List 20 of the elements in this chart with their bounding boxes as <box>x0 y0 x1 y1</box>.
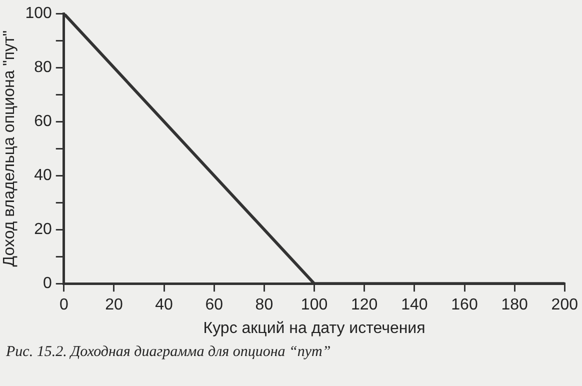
x-axis-title: Курс акций на дату истечения <box>203 320 426 337</box>
y-tick-label: 60 <box>34 113 52 130</box>
y-tick-label: 40 <box>34 167 52 184</box>
x-tick-label: 140 <box>401 296 428 314</box>
x-tick-label: 60 <box>205 296 224 314</box>
x-tick-label: 120 <box>351 296 378 314</box>
y-axis-title: Доход владельца опциона "пут" <box>1 30 18 267</box>
y-tick-label: 80 <box>34 59 52 76</box>
x-tick-label: 200 <box>551 296 578 314</box>
x-tick-label: 100 <box>300 296 328 314</box>
y-tick-label: 100 <box>25 5 52 22</box>
x-tick-label: 20 <box>105 296 123 314</box>
x-tick-label: 160 <box>451 296 478 314</box>
x-tick-label: 0 <box>59 296 68 314</box>
y-tick-label: 0 <box>42 275 52 292</box>
y-tick-label: 20 <box>34 221 52 238</box>
text: Рис. 15.2. Доходная диаграмма для опциона “пут” <box>6 344 331 361</box>
x-tick-label: 80 <box>255 296 274 314</box>
x-tick-label: 180 <box>501 296 528 314</box>
x-tick-label: 40 <box>155 296 174 314</box>
